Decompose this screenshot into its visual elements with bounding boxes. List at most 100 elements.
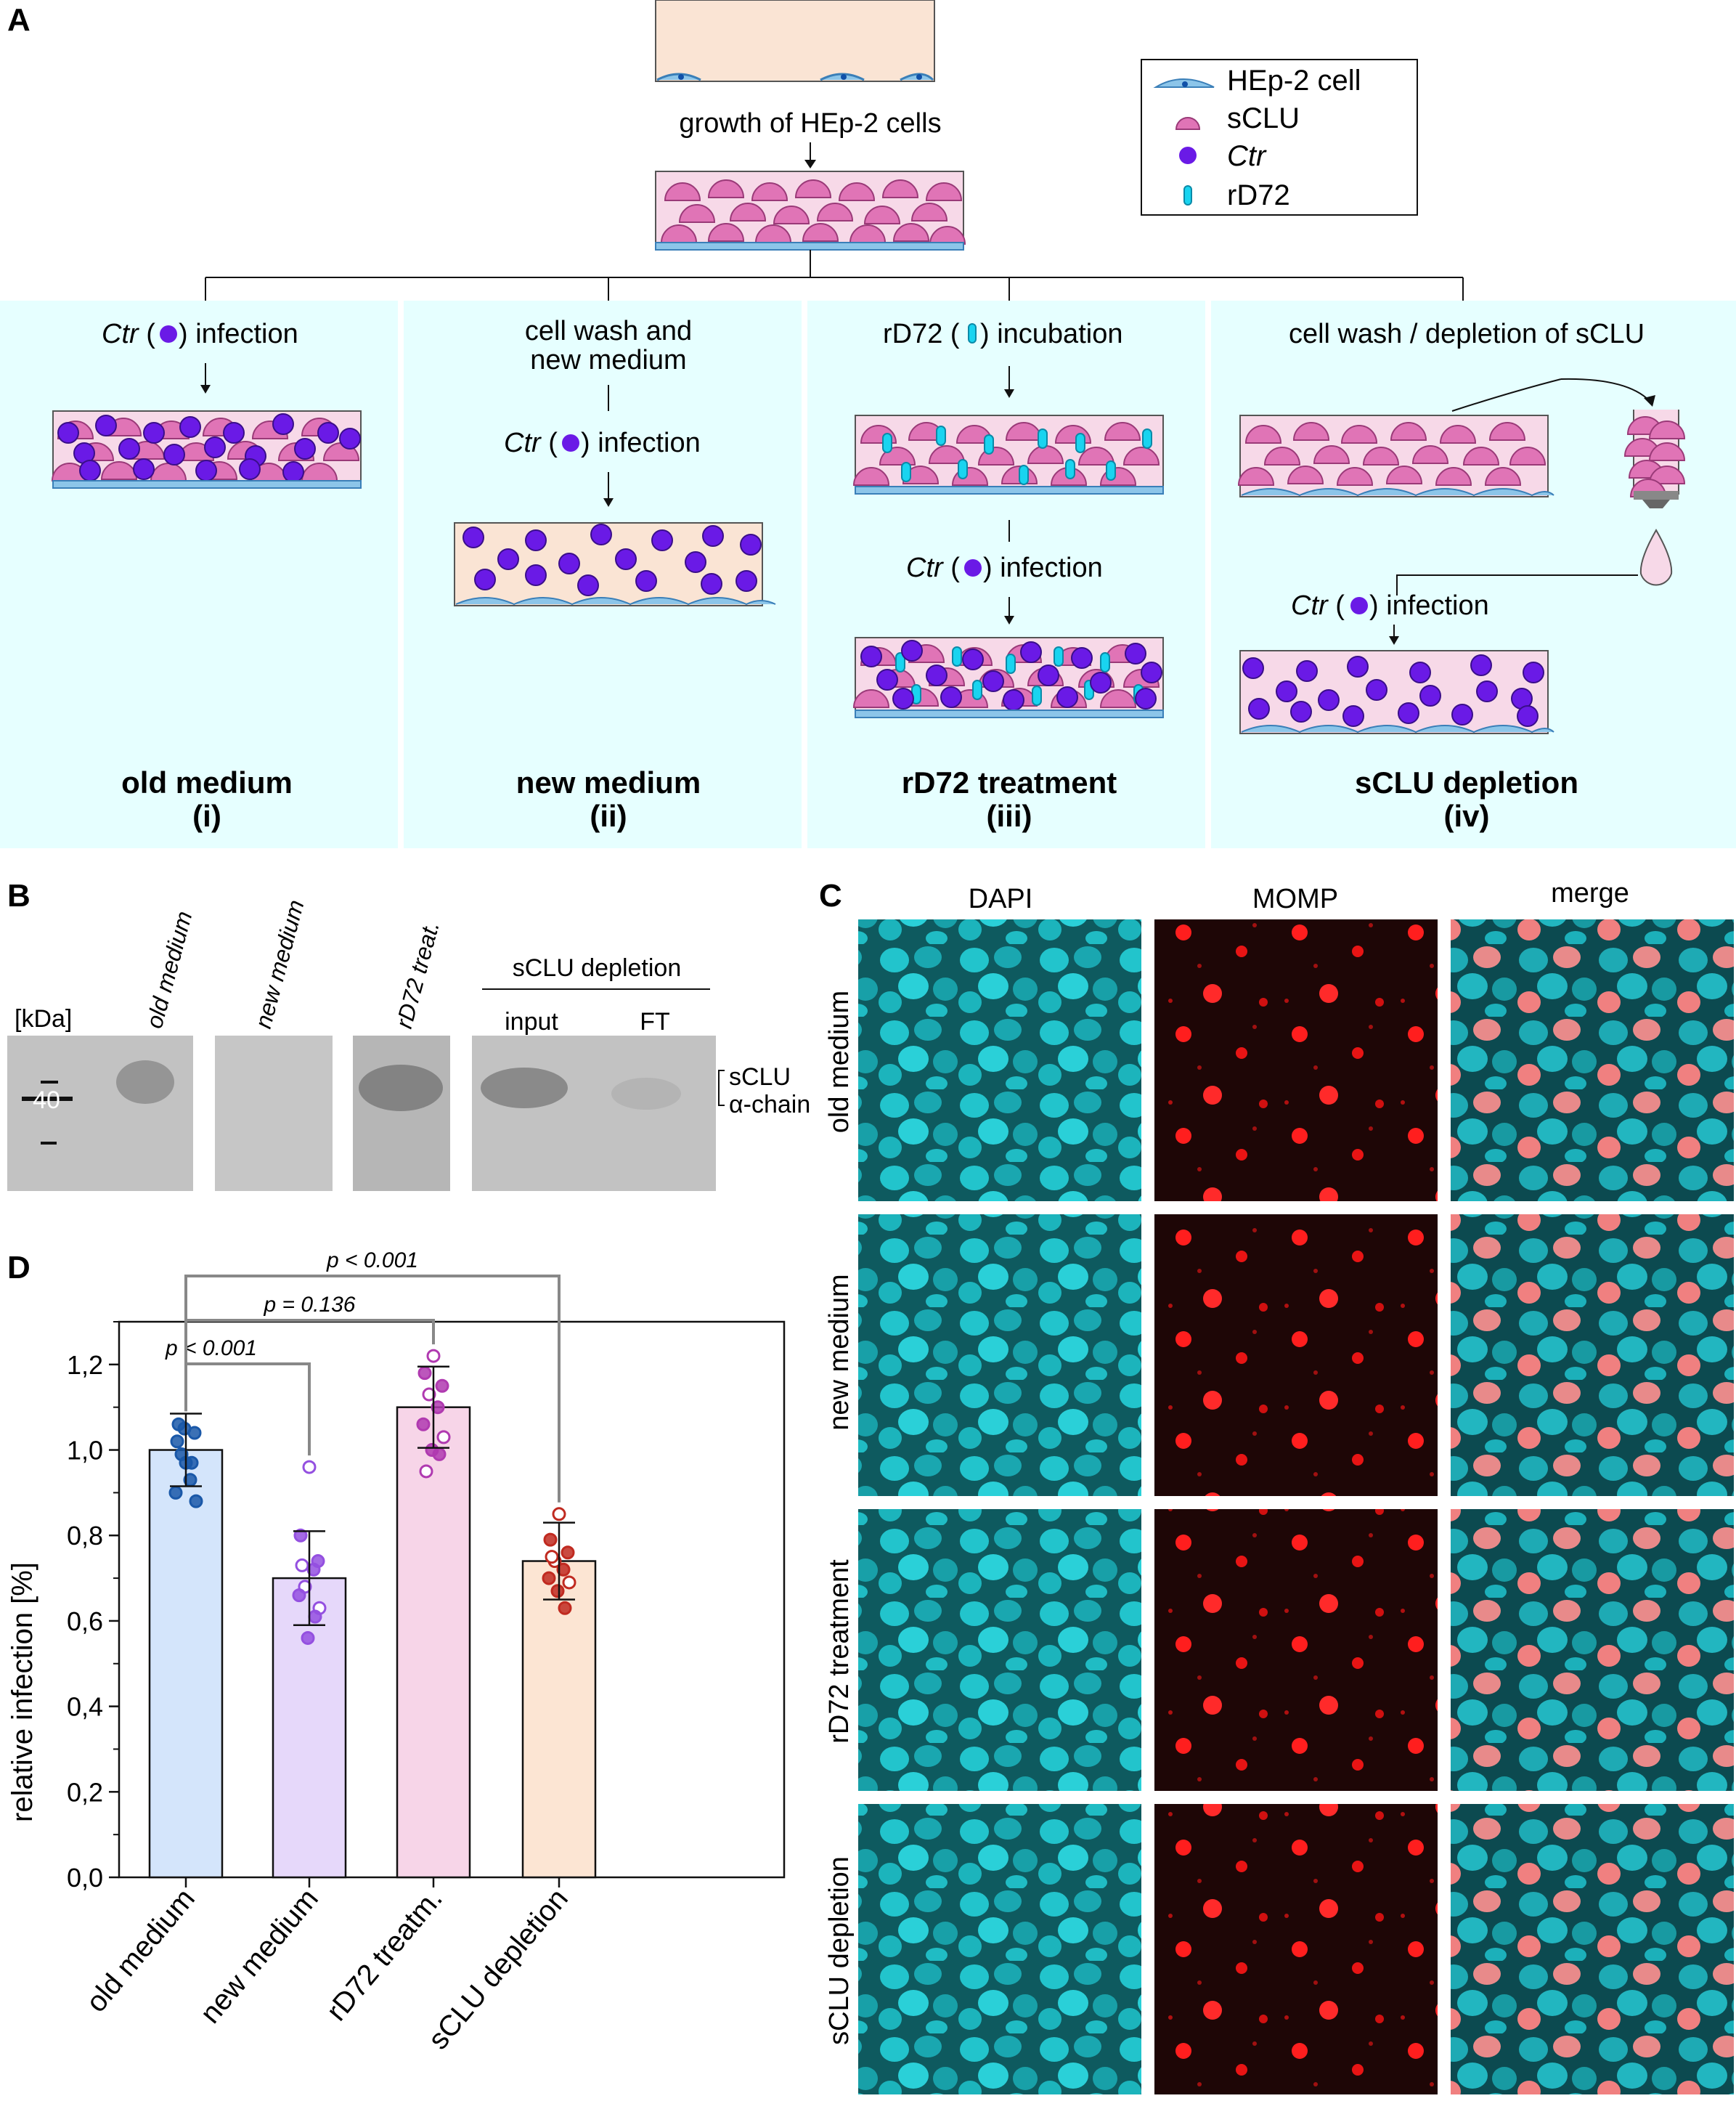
data-point bbox=[426, 1349, 441, 1363]
branch-tree bbox=[205, 250, 1464, 301]
data-point bbox=[308, 1609, 322, 1624]
data-point bbox=[168, 1485, 183, 1500]
depletion-column bbox=[1624, 410, 1685, 586]
marker-40: 40 bbox=[33, 1086, 60, 1114]
data-point bbox=[189, 1494, 203, 1508]
branch-iii-ctr: Ctr bbox=[906, 553, 944, 583]
data-point bbox=[552, 1507, 566, 1521]
col-label-merge: merge bbox=[1551, 878, 1629, 909]
panel-label-d: D bbox=[7, 1250, 30, 1285]
x-tick-label-0: old medium bbox=[80, 1883, 201, 2019]
branch-iv-top: cell wash / depletion of sCLU bbox=[1289, 319, 1645, 349]
panel-b: B [kDa] old medium new medium rD72 treat… bbox=[7, 878, 810, 1191]
rd72-icon bbox=[968, 323, 977, 344]
legend-sclu-icon bbox=[1175, 117, 1201, 130]
branch-iii-pre: rD72 ( bbox=[883, 319, 960, 349]
data-point bbox=[171, 1417, 186, 1431]
p-value-label: p = 0.136 bbox=[264, 1293, 356, 1317]
ctr-icon bbox=[1350, 597, 1368, 614]
panel-label-b: B bbox=[7, 878, 30, 914]
micrograph-dapi-old bbox=[858, 919, 1141, 1201]
data-point bbox=[562, 1575, 576, 1590]
ctr-icon bbox=[160, 325, 177, 343]
panel-c: C DAPI MOMP merge old medium new medium … bbox=[819, 878, 1734, 2094]
micrograph-dapi-new bbox=[858, 1214, 1141, 1496]
legend-ctr: Ctr bbox=[1227, 140, 1267, 172]
branch-iii-label2: ) infection bbox=[983, 553, 1103, 583]
ctr-icon bbox=[562, 434, 579, 452]
growth-label: growth of HEp-2 cells bbox=[679, 108, 941, 139]
row-label-rd72-treatment: rD72 treatment bbox=[824, 1559, 855, 1744]
y-tick-label: 0,4 bbox=[67, 1692, 103, 1722]
data-point bbox=[301, 1630, 315, 1645]
data-point bbox=[545, 1550, 559, 1564]
micrograph-grid bbox=[858, 919, 1734, 2094]
legend-hep2-icon bbox=[1153, 78, 1215, 88]
x-tick-label-2: rD72 treatm. bbox=[320, 1883, 449, 2028]
dish-i bbox=[52, 410, 362, 489]
branch-i-ctr: Ctr bbox=[102, 319, 139, 349]
micrograph-momp-old bbox=[1154, 919, 1438, 1201]
micrograph-momp-sclu bbox=[1154, 1804, 1438, 2094]
data-point bbox=[558, 1601, 572, 1615]
micrograph-merge-old bbox=[1451, 919, 1734, 1201]
branch-iv: cell wash / depletion of sCLU Ctr ( bbox=[1238, 319, 1685, 833]
bar-1 bbox=[272, 1577, 347, 1879]
x-tick-label-3: sCLU depletion bbox=[422, 1883, 574, 2056]
micrograph-momp-rd72 bbox=[1154, 1509, 1438, 1791]
micrograph-merge-new bbox=[1451, 1214, 1734, 1496]
band-label-sclu: sCLU bbox=[729, 1063, 791, 1091]
y-tick-label: 0,0 bbox=[67, 1863, 103, 1893]
y-tick-label: 0,8 bbox=[67, 1521, 103, 1551]
legend-hep2: HEp-2 cell bbox=[1227, 65, 1361, 97]
panel-label-a: A bbox=[7, 2, 30, 38]
p-value-label: p < 0.001 bbox=[326, 1248, 418, 1272]
row-label-new-medium: new medium bbox=[824, 1274, 855, 1430]
lane-label-ft: FT bbox=[640, 1008, 670, 1036]
lane-label-rd72: rD72 treat. bbox=[391, 918, 444, 1031]
col-label-momp: MOMP bbox=[1252, 884, 1338, 914]
data-point bbox=[306, 1562, 321, 1577]
y-tick-label: 0,2 bbox=[67, 1777, 103, 1807]
svg-text:Ctr (: Ctr ( bbox=[1291, 590, 1345, 621]
svg-text:Ctr (: Ctr ( bbox=[102, 319, 155, 349]
micrograph-merge-rd72 bbox=[1451, 1509, 1734, 1791]
col-label-dapi: DAPI bbox=[969, 884, 1033, 914]
data-point bbox=[550, 1584, 565, 1598]
title-iii: (iii) bbox=[987, 799, 1032, 833]
micrograph-merge-sclu bbox=[1451, 1804, 1734, 2094]
branch-iv-label: ) infection bbox=[1369, 590, 1489, 621]
branch-iv-ctr: Ctr bbox=[1291, 590, 1329, 621]
legend-ctr-icon bbox=[1179, 147, 1197, 164]
y-axis-label: relative infection [%] bbox=[7, 1562, 38, 1822]
kda-label: [kDa] bbox=[15, 1005, 72, 1033]
y-tick-label: 1,2 bbox=[67, 1350, 103, 1380]
data-point bbox=[419, 1464, 433, 1479]
bar-2 bbox=[396, 1406, 471, 1879]
data-point bbox=[543, 1532, 558, 1547]
comparison-bracket bbox=[184, 1362, 311, 1456]
svg-text:Ctr (: Ctr ( bbox=[906, 553, 960, 583]
lane-label-input: input bbox=[505, 1008, 558, 1036]
lane-label-new-medium: new medium bbox=[250, 897, 309, 1031]
data-point bbox=[561, 1545, 575, 1560]
data-point bbox=[431, 1400, 445, 1415]
data-point bbox=[184, 1455, 199, 1470]
data-point bbox=[422, 1387, 436, 1402]
data-point bbox=[542, 1571, 556, 1585]
bar-0 bbox=[148, 1449, 224, 1879]
condition-panel-i bbox=[0, 301, 398, 848]
p-value-label: p < 0.001 bbox=[165, 1336, 257, 1360]
data-point bbox=[436, 1430, 451, 1444]
title-iv: (iv) bbox=[1444, 799, 1490, 833]
dish-iv-b bbox=[1239, 650, 1554, 734]
y-tick-label: 1,0 bbox=[67, 1436, 103, 1466]
branch-i-label: ) infection bbox=[179, 319, 298, 349]
band-label-alpha-chain: α-chain bbox=[729, 1091, 810, 1118]
group-label-sclu-depletion: sCLU depletion bbox=[513, 954, 681, 982]
branch-ii: cell wash and new medium Ctr ( ) infecti… bbox=[454, 316, 776, 833]
data-point bbox=[295, 1558, 309, 1572]
svg-text:Ctr (: Ctr ( bbox=[504, 428, 558, 458]
data-point bbox=[432, 1447, 447, 1461]
data-point bbox=[293, 1528, 308, 1543]
